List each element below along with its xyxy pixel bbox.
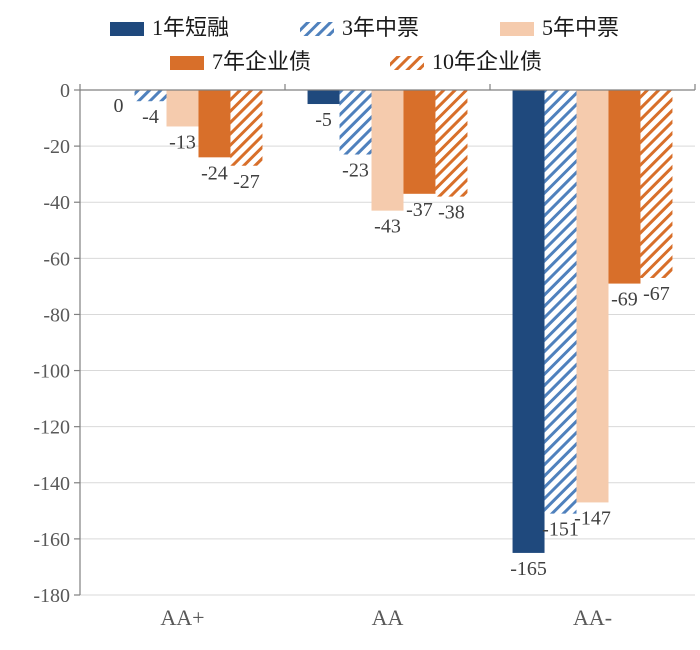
legend-swatch — [500, 22, 534, 36]
datalabel: -23 — [342, 160, 369, 182]
bar-AA--7年企业债 — [608, 90, 640, 284]
category-label: AA- — [573, 605, 612, 630]
chart-svg: 0-20-40-60-80-100-120-140-160-1800-4-13-… — [0, 0, 700, 650]
datalabel: -13 — [169, 131, 196, 153]
bar-AA--1年短融 — [513, 90, 545, 553]
bar-AA--10年企业债 — [640, 90, 672, 278]
datalabel: -5 — [315, 109, 332, 131]
datalabel: -67 — [643, 283, 670, 305]
datalabel: -27 — [233, 171, 260, 193]
bar-AA-3年中票 — [340, 90, 372, 155]
y-tick-label: -100 — [33, 361, 70, 383]
legend-label: 1年短融 — [152, 15, 229, 40]
datalabel: -69 — [611, 289, 638, 311]
y-tick-label: -60 — [43, 248, 70, 270]
datalabel: 0 — [114, 95, 124, 117]
y-tick-label: 0 — [60, 80, 70, 102]
y-tick-label: -40 — [43, 192, 70, 214]
legend-swatch — [110, 22, 144, 36]
datalabel: -38 — [438, 202, 465, 224]
legend-swatch — [300, 22, 334, 36]
y-tick-label: -80 — [43, 304, 70, 326]
bar-AA-10年企业债 — [435, 90, 467, 197]
y-tick-label: -120 — [33, 417, 70, 439]
datalabel: -165 — [510, 558, 547, 580]
legend-label: 3年中票 — [342, 15, 419, 40]
bond-spread-bar-chart: 0-20-40-60-80-100-120-140-160-1800-4-13-… — [0, 0, 700, 650]
bar-AA+-10年企业债 — [230, 90, 262, 166]
y-tick-label: -140 — [33, 473, 70, 495]
y-tick-label: -20 — [43, 136, 70, 158]
bar-AA-1年短融 — [308, 90, 340, 104]
y-tick-label: -180 — [33, 585, 70, 607]
datalabel: -43 — [374, 216, 401, 238]
datalabel: -24 — [201, 162, 228, 184]
legend-label: 10年企业债 — [432, 49, 542, 74]
y-tick-label: -160 — [33, 529, 70, 551]
datalabel: -147 — [574, 507, 611, 529]
legend-swatch — [390, 56, 424, 70]
category-label: AA+ — [160, 605, 204, 630]
legend-swatch — [170, 56, 204, 70]
bar-AA--3年中票 — [545, 90, 577, 514]
bar-AA+-5年中票 — [167, 90, 199, 126]
legend-label: 7年企业债 — [212, 49, 311, 74]
bar-AA+-7年企业债 — [198, 90, 230, 157]
bar-AA-5年中票 — [372, 90, 404, 211]
category-label: AA — [372, 605, 404, 630]
datalabel: -4 — [142, 106, 159, 128]
bar-AA+-3年中票 — [135, 90, 167, 101]
legend-label: 5年中票 — [542, 15, 619, 40]
bar-AA-7年企业债 — [403, 90, 435, 194]
bar-AA--5年中票 — [577, 90, 609, 502]
datalabel: -37 — [406, 199, 433, 221]
